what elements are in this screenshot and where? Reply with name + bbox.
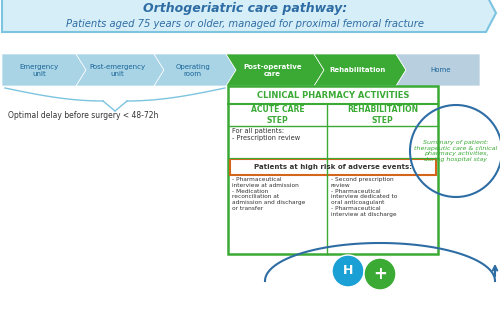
- Polygon shape: [314, 54, 406, 86]
- Polygon shape: [2, 54, 86, 86]
- Text: Patients aged 75 years or older, managed for proximal femoral fracture: Patients aged 75 years or older, managed…: [66, 19, 424, 29]
- Text: Home: Home: [430, 67, 451, 73]
- Text: Operating
room: Operating room: [175, 63, 210, 77]
- Polygon shape: [154, 54, 236, 86]
- Text: For all patients:
- Prescription review: For all patients: - Prescription review: [232, 128, 300, 141]
- Circle shape: [332, 255, 364, 287]
- Circle shape: [364, 258, 396, 290]
- Polygon shape: [2, 0, 496, 32]
- Text: H: H: [343, 265, 353, 277]
- FancyBboxPatch shape: [228, 86, 438, 254]
- Polygon shape: [396, 54, 480, 86]
- Text: Post-operative
care: Post-operative care: [243, 63, 302, 77]
- Text: Emergency
unit: Emergency unit: [20, 63, 59, 77]
- Text: Rehabilitation: Rehabilitation: [330, 67, 386, 73]
- Polygon shape: [76, 54, 164, 86]
- Text: REHABILITATION
STEP: REHABILITATION STEP: [347, 105, 418, 125]
- Text: - Second prescription
review
- Pharmaceutical
interview dedicated to
oral antico: - Second prescription review - Pharmaceu…: [330, 177, 397, 217]
- Text: ACUTE CARE
STEP: ACUTE CARE STEP: [250, 105, 304, 125]
- Text: Patients at high risk of adverse events:: Patients at high risk of adverse events:: [254, 164, 412, 170]
- Text: - Pharmaceutical
interview at admission
- Medication
reconciliation at
admission: - Pharmaceutical interview at admission …: [232, 177, 306, 211]
- Text: Post-emergency
unit: Post-emergency unit: [90, 63, 146, 77]
- Text: +: +: [373, 265, 387, 283]
- Text: CLINICAL PHARMACY ACTIVITIES: CLINICAL PHARMACY ACTIVITIES: [257, 90, 409, 99]
- FancyBboxPatch shape: [230, 159, 436, 175]
- Text: Orthogeriatric care pathway:: Orthogeriatric care pathway:: [143, 2, 347, 15]
- Polygon shape: [226, 54, 324, 86]
- Text: Optimal delay before surgery < 48-72h: Optimal delay before surgery < 48-72h: [8, 111, 158, 120]
- Text: Summary of patient:
therapeutic care & clinical
pharmacy activities,
during hosp: Summary of patient: therapeutic care & c…: [414, 140, 498, 162]
